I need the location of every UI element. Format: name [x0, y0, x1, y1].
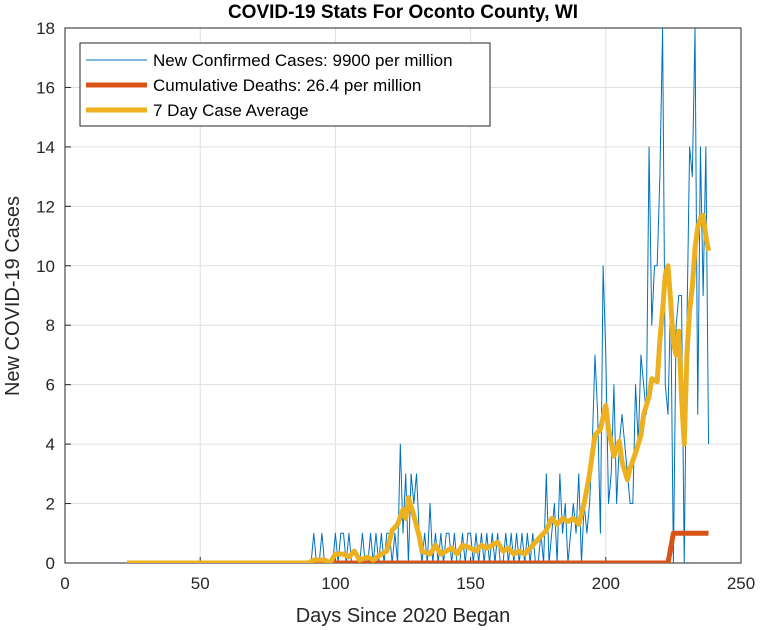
- chart-title: COVID-19 Stats For Oconto County, WI: [228, 2, 578, 23]
- y-axis-label: New COVID-19 Cases: [2, 196, 24, 396]
- y-tick-label: 4: [46, 435, 55, 454]
- x-tick-label: 250: [727, 574, 755, 593]
- series-line-3: [127, 212, 712, 563]
- series-layer: [127, 28, 712, 563]
- y-tick-label: 8: [46, 316, 55, 335]
- x-tick-label: 150: [456, 574, 484, 593]
- y-tick-label: 18: [36, 19, 55, 38]
- y-tick-label: 14: [36, 138, 55, 157]
- y-tick-label: 2: [46, 495, 55, 514]
- y-tick-label: 0: [46, 554, 55, 573]
- legend: New Confirmed Cases: 9900 per million Cum…: [79, 42, 491, 127]
- series-line-1: [127, 28, 710, 563]
- y-tick-label: 16: [36, 78, 55, 97]
- x-tick-label: 50: [191, 574, 210, 593]
- legend-entry-1: New Confirmed Cases: 9900 per million: [153, 51, 453, 70]
- y-tick-label: 10: [36, 257, 55, 276]
- legend-entry-3: 7 Day Case Average: [153, 101, 309, 120]
- axis-ticks: 0 50 100 150 200 250 0 2 4 6 8 10 12 14 16 18: [36, 19, 755, 593]
- legend-entry-2: Cumulative Deaths: 26.4 per million: [153, 76, 421, 95]
- series-line-2: [127, 530, 709, 563]
- x-tick-label: 100: [321, 574, 349, 593]
- x-axis-label: Days Since 2020 Began: [296, 605, 511, 627]
- y-tick-label: 6: [46, 376, 55, 395]
- legend-box: [79, 42, 491, 127]
- x-tick-label: 200: [592, 574, 620, 593]
- x-tick-label: 0: [60, 574, 69, 593]
- y-tick-label: 12: [36, 197, 55, 216]
